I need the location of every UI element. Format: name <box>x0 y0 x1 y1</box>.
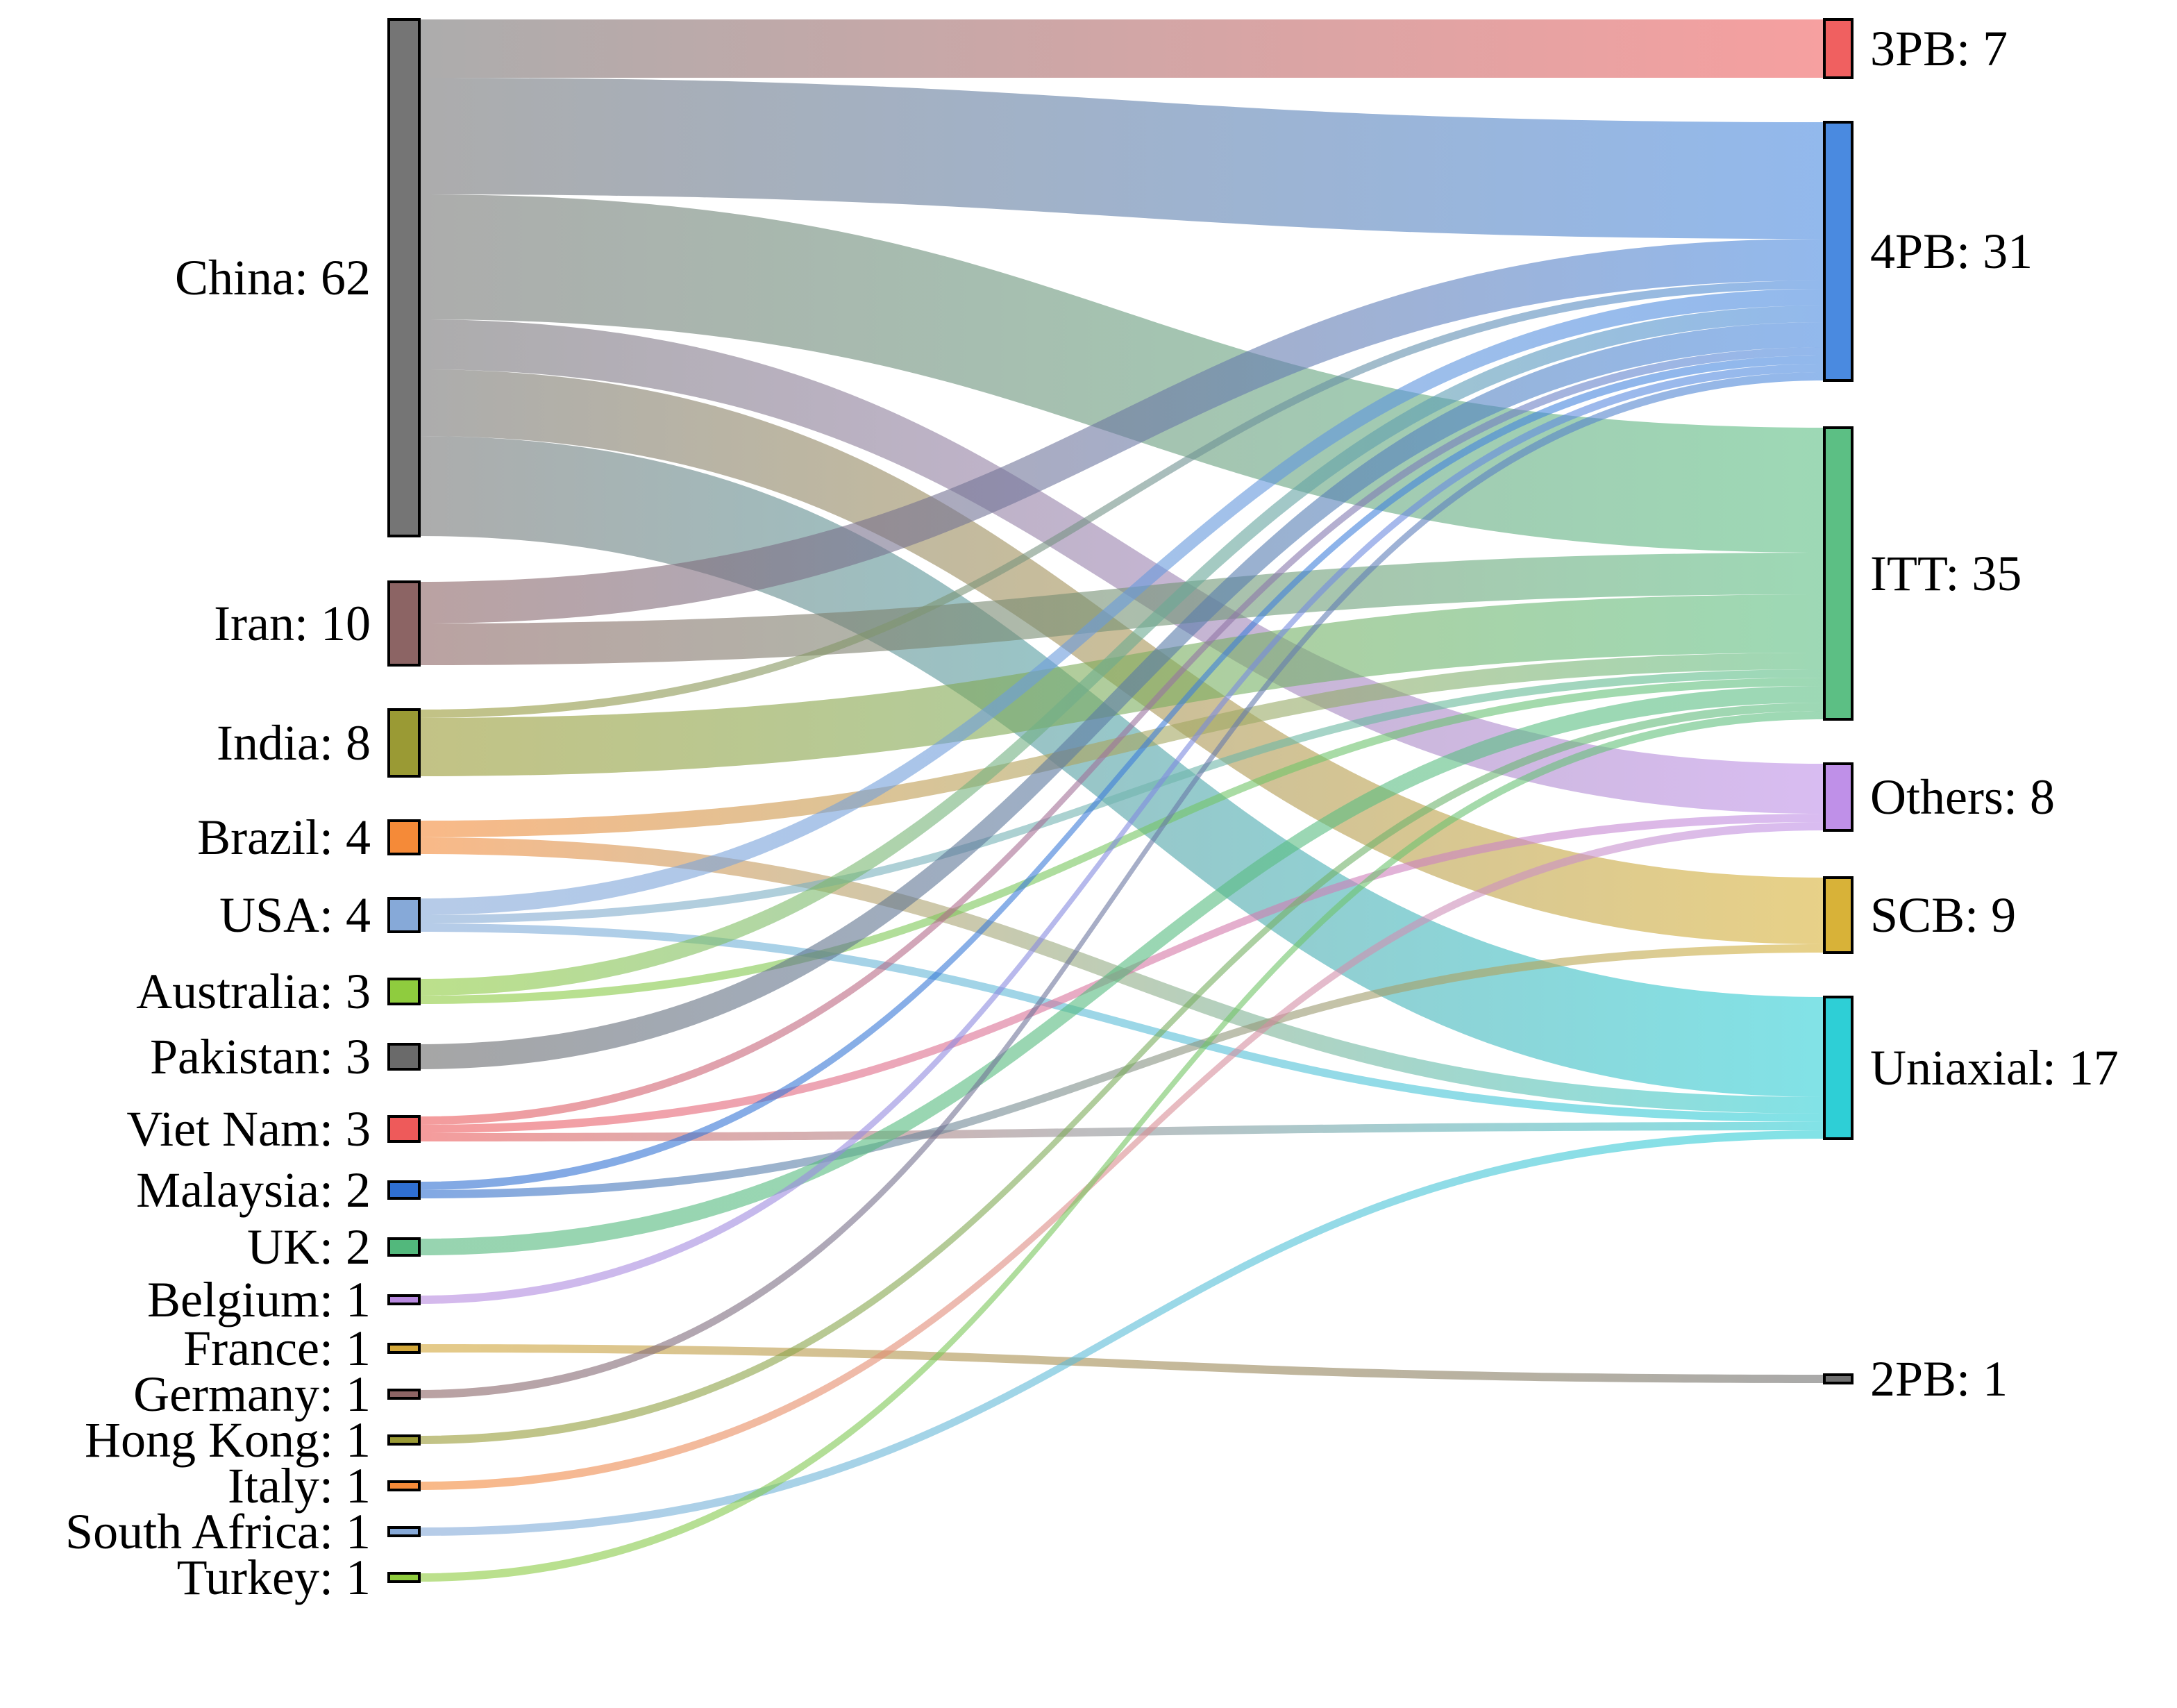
link-italy-to-others <box>419 822 1824 1490</box>
link-china-to-others <box>419 319 1824 814</box>
label-scb: SCB: 9 <box>1870 887 2016 943</box>
link-uk-to-itt <box>419 686 1824 1255</box>
label-3pb: 3PB: 7 <box>1870 21 2008 76</box>
link-china-to-3pb <box>419 19 1824 78</box>
node-germany <box>387 1389 421 1400</box>
label-usa: USA: 4 <box>219 887 371 943</box>
node-brazil <box>387 819 421 855</box>
link-brazil-to-itt <box>419 653 1824 837</box>
label-2pb: 2PB: 1 <box>1870 1351 2008 1407</box>
link-india-to-4pb <box>419 281 1824 718</box>
node-usa <box>387 897 421 933</box>
link-hong-kong-to-itt <box>419 703 1824 1444</box>
link-china-to-uniaxial <box>419 436 1824 1097</box>
label-india: India: 8 <box>217 715 371 771</box>
link-australia-to-4pb <box>419 305 1824 996</box>
label-france: France: 1 <box>183 1321 371 1376</box>
link-australia-to-itt <box>419 678 1824 1004</box>
node-india <box>387 708 421 778</box>
label-italy: Italy: 1 <box>228 1458 371 1514</box>
node-viet-nam <box>387 1115 421 1143</box>
link-usa-to-4pb <box>419 289 1824 915</box>
node-australia <box>387 978 421 1005</box>
node-malaysia <box>387 1180 421 1200</box>
node-4pb <box>1823 121 1854 382</box>
label-brazil: Brazil: 4 <box>197 810 371 865</box>
label-australia: Australia: 3 <box>136 964 371 1019</box>
node-3pb <box>1823 18 1854 79</box>
node-south-africa <box>387 1526 421 1537</box>
link-iran-to-4pb <box>419 239 1824 623</box>
link-south-africa-to-uniaxial <box>419 1130 1824 1536</box>
link-china-to-4pb <box>419 78 1824 239</box>
label-germany: Germany: 1 <box>133 1366 371 1422</box>
label-uk: UK: 2 <box>247 1219 371 1275</box>
label-china: China: 62 <box>175 250 371 305</box>
node-uniaxial <box>1823 996 1854 1140</box>
node-hong-kong <box>387 1434 421 1446</box>
label-pakistan: Pakistan: 3 <box>150 1029 371 1085</box>
label-uniaxial: Uniaxial: 17 <box>1870 1040 2119 1096</box>
label-hong-kong: Hong Kong: 1 <box>85 1412 371 1468</box>
link-france-to-2pb <box>419 1344 1824 1383</box>
node-belgium <box>387 1294 421 1305</box>
node-itt <box>1823 426 1854 721</box>
label-malaysia: Malaysia: 2 <box>136 1162 371 1218</box>
node-pakistan <box>387 1043 421 1071</box>
link-viet-nam-to-4pb <box>419 347 1824 1125</box>
label-iran: Iran: 10 <box>214 596 371 651</box>
link-usa-to-uniaxial <box>419 923 1824 1122</box>
link-turkey-to-itt <box>419 711 1824 1582</box>
node-china <box>387 18 421 537</box>
node-uk <box>387 1237 421 1257</box>
node-italy <box>387 1480 421 1491</box>
nodes-layer <box>387 18 1854 1583</box>
label-turkey: Turkey: 1 <box>177 1550 371 1605</box>
link-usa-to-itt <box>419 669 1824 923</box>
link-viet-nam-to-uniaxial <box>419 1122 1824 1141</box>
node-2pb <box>1823 1373 1854 1384</box>
link-belgium-to-4pb <box>419 364 1824 1304</box>
node-iran <box>387 580 421 667</box>
label-viet-nam: Viet Nam: 3 <box>126 1101 371 1157</box>
label-others: Others: 8 <box>1870 769 2055 825</box>
label-south-africa: South Africa: 1 <box>65 1504 371 1559</box>
link-germany-to-4pb <box>419 372 1824 1398</box>
link-pakistan-to-4pb <box>419 322 1824 1069</box>
node-others <box>1823 762 1854 832</box>
labels-layer: China: 62 Iran: 10 India: 8 Brazil: 4 USA: 4… <box>65 21 2119 1605</box>
links-layer <box>419 19 1824 1582</box>
node-scb <box>1823 876 1854 954</box>
link-malaysia-to-4pb <box>419 355 1824 1190</box>
label-belgium: Belgium: 1 <box>147 1272 371 1328</box>
label-4pb: 4PB: 31 <box>1870 224 2033 279</box>
node-france <box>387 1343 421 1354</box>
node-turkey <box>387 1572 421 1583</box>
label-itt: ITT: 35 <box>1870 546 2022 601</box>
